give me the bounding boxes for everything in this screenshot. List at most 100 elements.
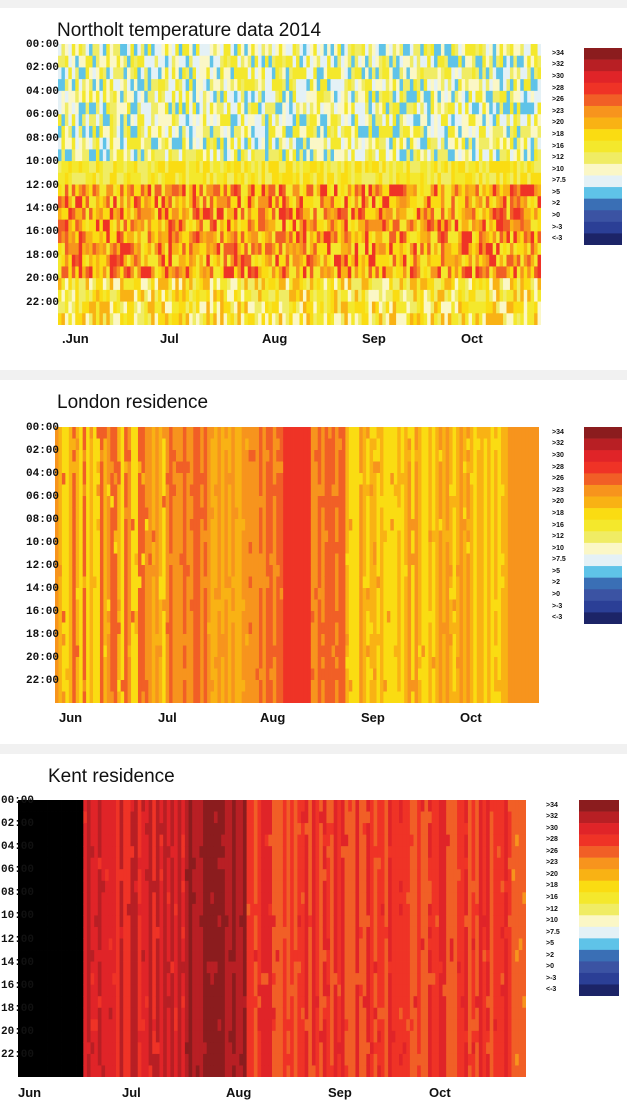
heatmap-cell: [64, 172, 69, 185]
heatmap-cell: [327, 289, 331, 302]
heatmap-cell: [61, 588, 66, 600]
heatmap-cell: [220, 427, 225, 439]
heatmap-cell: [420, 207, 425, 221]
heatmap-cell: [323, 125, 328, 139]
heatmap-cell: [109, 55, 114, 68]
heatmap-cell: [268, 278, 273, 291]
heatmap-cell: [534, 149, 538, 162]
heatmap-cell: [79, 530, 84, 543]
heatmap-cell: [137, 219, 142, 232]
heatmap-cell: [334, 243, 338, 256]
heatmap-cell: [161, 196, 166, 209]
heatmap-cell: [175, 207, 180, 221]
heatmap-cell: [385, 102, 390, 115]
heatmap-cell: [492, 90, 497, 103]
heatmap-cell: [537, 184, 541, 197]
heatmap-cell: [251, 196, 256, 209]
heatmap-cell: [216, 172, 221, 185]
heatmap-cell: [137, 172, 142, 185]
heatmap-cell: [489, 172, 494, 185]
heatmap-cell: [65, 473, 70, 485]
heatmap-cell: [86, 507, 90, 520]
heatmap-cell: [265, 102, 269, 115]
heatmap-cell: [454, 219, 459, 232]
heatmap-cell: [113, 576, 118, 589]
heatmap-cell: [361, 207, 366, 221]
heatmap-cell: [351, 161, 356, 174]
heatmap-cell: [196, 657, 201, 669]
heatmap-cell: [75, 278, 80, 291]
heatmap-cell: [461, 44, 466, 57]
legend-label: >23: [552, 107, 564, 115]
heatmap-cell: [193, 622, 198, 635]
heatmap-cell: [378, 313, 383, 325]
heatmap-cell: [282, 313, 287, 325]
heatmap-cell: [278, 125, 283, 139]
heatmap-cell: [223, 243, 228, 256]
heatmap-cell: [210, 657, 215, 669]
heatmap-cell: [75, 196, 80, 209]
heatmap-cell: [347, 301, 352, 314]
heatmap-cell: [203, 438, 208, 451]
heatmap-cell: [89, 680, 94, 692]
heatmap-cell: [165, 668, 170, 681]
heatmap-cell: [117, 599, 122, 612]
heatmap-cell: [127, 599, 132, 612]
heatmap-cell: [203, 576, 208, 589]
heatmap-cell: [413, 196, 418, 209]
heatmap-cell: [58, 266, 62, 279]
heatmap-cell: [509, 55, 514, 68]
heatmap-cell: [140, 266, 145, 279]
heatmap-cell: [140, 55, 145, 68]
heatmap-cell: [299, 149, 304, 162]
heatmap-cell: [141, 691, 146, 703]
heatmap-cell: [330, 137, 335, 150]
heatmap-cell: [120, 184, 124, 197]
heatmap-cell: [513, 278, 518, 291]
heatmap-cell: [482, 44, 487, 57]
heatmap-cell: [162, 680, 167, 692]
heatmap-cell: [385, 79, 390, 92]
heatmap-cell: [68, 427, 73, 439]
heatmap-cell: [282, 172, 287, 185]
heatmap-cell: [255, 576, 260, 589]
heatmap-cell: [86, 553, 90, 566]
heatmap-cell: [203, 553, 208, 566]
heatmap-cell: [282, 207, 287, 221]
heatmap-cell: [530, 137, 535, 150]
heatmap-cell: [193, 507, 198, 520]
heatmap-cell: [437, 219, 442, 232]
heatmap-cell: [133, 313, 138, 325]
heatmap-cell: [133, 266, 138, 279]
heatmap-cell: [489, 44, 494, 57]
heatmap-cell: [478, 219, 483, 232]
heatmap-cell: [306, 184, 311, 197]
heatmap-cell: [320, 219, 325, 232]
heatmap-cell: [340, 254, 345, 267]
heatmap-cell: [234, 438, 239, 451]
heatmap-cell: [485, 114, 490, 127]
heatmap-cell: [144, 207, 149, 221]
heatmap-cell: [361, 44, 366, 57]
heatmap-cell: [165, 461, 170, 474]
heatmap-cell: [213, 231, 218, 244]
heatmap-cell: [478, 102, 483, 115]
heatmap-cell: [199, 67, 204, 80]
heatmap-cell: [444, 184, 449, 197]
heatmap-cell: [227, 484, 232, 497]
heatmap-cell: [265, 231, 269, 244]
heatmap-cell: [161, 55, 166, 68]
chart-title: London residence: [57, 392, 209, 413]
heatmap-cell: [527, 278, 532, 291]
heatmap-cell: [120, 450, 125, 462]
heatmap-cell: [209, 79, 214, 92]
heatmap-cell: [447, 219, 452, 232]
heatmap-cell: [255, 634, 260, 646]
heatmap-cell: [392, 67, 397, 80]
heatmap-cell: [537, 289, 541, 302]
heatmap-cell: [534, 266, 538, 279]
heatmap-cell: [151, 657, 156, 669]
heatmap-cell: [496, 55, 500, 68]
heatmap-cell: [165, 645, 170, 658]
heatmap-cell: [171, 90, 176, 103]
